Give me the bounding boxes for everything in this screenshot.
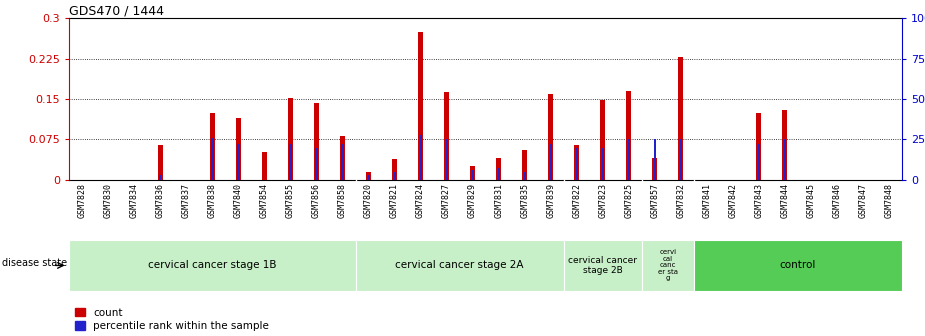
- Bar: [212, 138, 214, 180]
- Text: GSM7837: GSM7837: [182, 183, 191, 218]
- Text: GSM7836: GSM7836: [156, 183, 165, 218]
- Bar: [444, 92, 449, 180]
- Text: GSM7832: GSM7832: [676, 183, 685, 218]
- Text: GSM7855: GSM7855: [286, 183, 295, 218]
- Bar: [757, 113, 761, 180]
- Text: GSM7840: GSM7840: [234, 183, 243, 218]
- Bar: [549, 144, 551, 180]
- Text: cervical cancer
stage 2B: cervical cancer stage 2B: [568, 256, 637, 275]
- Text: GSM7848: GSM7848: [884, 183, 894, 218]
- Text: GSM7824: GSM7824: [416, 183, 426, 218]
- Text: GSM7828: GSM7828: [78, 183, 87, 218]
- Bar: [366, 172, 371, 180]
- Bar: [758, 144, 759, 180]
- Bar: [418, 32, 423, 180]
- Text: GSM7843: GSM7843: [754, 183, 763, 218]
- Text: GDS470 / 1444: GDS470 / 1444: [69, 4, 165, 17]
- Bar: [341, 144, 343, 180]
- Text: GSM7841: GSM7841: [702, 183, 711, 218]
- Text: GSM7856: GSM7856: [312, 183, 321, 218]
- Bar: [159, 175, 162, 180]
- Bar: [783, 110, 787, 180]
- Bar: [446, 139, 448, 180]
- Legend: count, percentile rank within the sample: count, percentile rank within the sample: [75, 308, 269, 331]
- Text: GSM7823: GSM7823: [598, 183, 607, 218]
- Bar: [524, 172, 525, 180]
- Bar: [628, 139, 630, 180]
- Bar: [315, 148, 317, 180]
- Text: GSM7831: GSM7831: [494, 183, 503, 218]
- Text: GSM7847: GSM7847: [858, 183, 868, 218]
- Bar: [523, 150, 527, 180]
- Text: GSM7827: GSM7827: [442, 183, 451, 218]
- Bar: [680, 139, 682, 180]
- FancyBboxPatch shape: [563, 240, 642, 291]
- Bar: [600, 100, 605, 180]
- Bar: [472, 170, 474, 180]
- Bar: [393, 172, 396, 180]
- Text: GSM7829: GSM7829: [468, 183, 477, 218]
- Bar: [652, 158, 657, 180]
- Bar: [290, 144, 291, 180]
- Bar: [314, 103, 319, 180]
- Bar: [392, 159, 397, 180]
- Bar: [367, 175, 370, 180]
- Bar: [340, 136, 345, 180]
- Text: disease state: disease state: [2, 258, 67, 268]
- Bar: [289, 98, 293, 180]
- Text: GSM7834: GSM7834: [130, 183, 139, 218]
- Text: GSM7842: GSM7842: [728, 183, 737, 218]
- Text: GSM7821: GSM7821: [390, 183, 399, 218]
- Text: GSM7825: GSM7825: [624, 183, 634, 218]
- Bar: [549, 94, 553, 180]
- Bar: [626, 91, 631, 180]
- Bar: [575, 148, 578, 180]
- Text: GSM7839: GSM7839: [546, 183, 555, 218]
- Bar: [236, 118, 240, 180]
- Text: GSM7838: GSM7838: [208, 183, 217, 218]
- Text: cervical cancer stage 2A: cervical cancer stage 2A: [395, 260, 524, 270]
- Text: cervical cancer stage 1B: cervical cancer stage 1B: [148, 260, 277, 270]
- Bar: [498, 168, 500, 180]
- Text: GSM7854: GSM7854: [260, 183, 269, 218]
- Bar: [470, 166, 475, 180]
- Text: GSM7845: GSM7845: [807, 183, 815, 218]
- Bar: [783, 139, 786, 180]
- Text: cervi
cal
canc
er sta
g: cervi cal canc er sta g: [658, 249, 678, 282]
- Text: GSM7846: GSM7846: [832, 183, 842, 218]
- FancyBboxPatch shape: [694, 240, 902, 291]
- Text: GSM7858: GSM7858: [338, 183, 347, 218]
- Text: control: control: [780, 260, 816, 270]
- Bar: [238, 144, 240, 180]
- Text: GSM7822: GSM7822: [573, 183, 581, 218]
- Bar: [420, 135, 422, 180]
- Bar: [262, 152, 266, 180]
- FancyBboxPatch shape: [69, 240, 355, 291]
- Bar: [574, 145, 579, 180]
- Bar: [497, 158, 501, 180]
- Text: GSM7844: GSM7844: [781, 183, 789, 218]
- Bar: [210, 113, 215, 180]
- Bar: [678, 57, 683, 180]
- Text: GSM7857: GSM7857: [650, 183, 660, 218]
- Bar: [654, 139, 656, 180]
- Text: GSM7820: GSM7820: [364, 183, 373, 218]
- FancyBboxPatch shape: [355, 240, 563, 291]
- FancyBboxPatch shape: [642, 240, 694, 291]
- Text: GSM7835: GSM7835: [520, 183, 529, 218]
- Text: GSM7830: GSM7830: [104, 183, 113, 218]
- Bar: [601, 148, 604, 180]
- Bar: [158, 145, 163, 180]
